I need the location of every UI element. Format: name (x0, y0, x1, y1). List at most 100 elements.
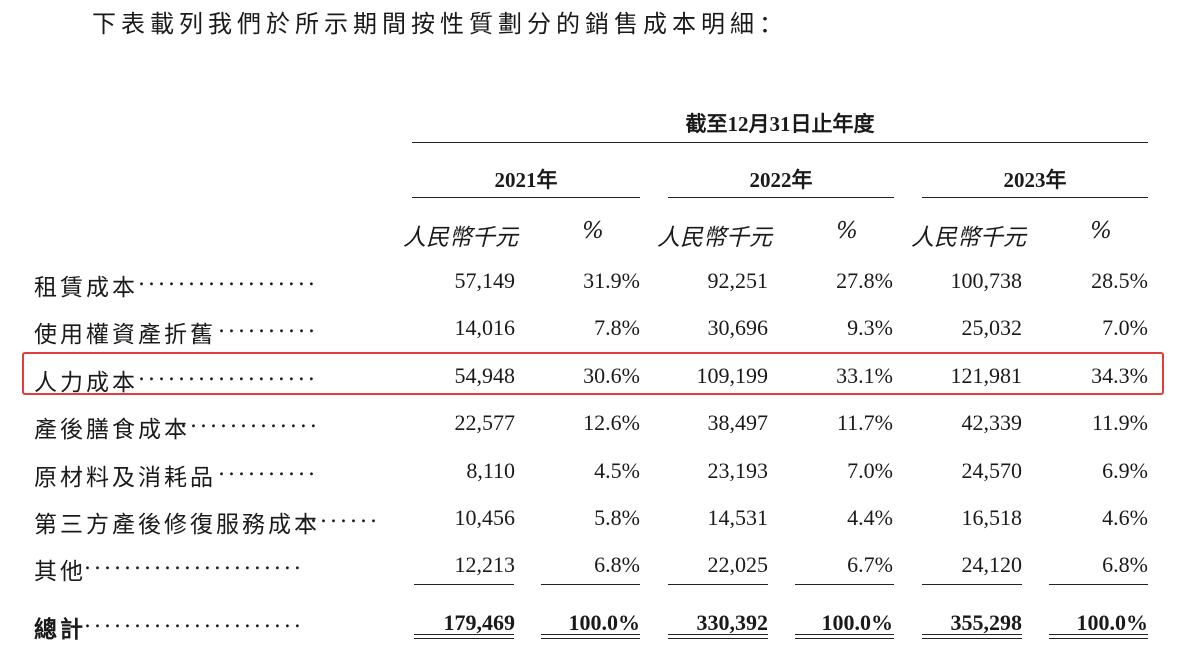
subtotal-rule (922, 584, 1022, 585)
cell-amount-2021: 12,213 (454, 552, 516, 577)
year-rule-2021 (412, 197, 640, 198)
unit-pct-2021: % (582, 218, 604, 244)
cell-amount-2022: 22,025 (707, 552, 769, 577)
period-header: 截至12月31日止年度 (685, 112, 875, 136)
unit-pct-2022: % (836, 218, 858, 244)
cell-amount-2022: 30,696 (707, 315, 769, 340)
cell-pct-2022: 6.7% (847, 552, 893, 577)
cell-pct-2022: 33.1% (836, 363, 893, 388)
cell-amount-2022: 109,199 (696, 363, 769, 388)
cell-pct-2021: 5.8% (594, 505, 640, 530)
total-amount-2023: 355,298 (950, 610, 1023, 635)
subtotal-rule (795, 584, 894, 585)
cell-amount-2022: 23,193 (707, 458, 769, 483)
table-row: 產後膳食成本 .............. 22,577 12.6% 38,49… (0, 402, 1189, 446)
cell-amount-2021: 8,110 (466, 458, 515, 483)
cell-amount-2022: 14,531 (707, 505, 769, 530)
row-label: 租賃成本 (34, 275, 138, 301)
cell-pct-2023: 34.3% (1091, 363, 1148, 388)
leader-dots: ...................... (84, 608, 304, 633)
cell-pct-2023: 6.9% (1102, 458, 1148, 483)
cell-pct-2023: 11.9% (1091, 410, 1148, 435)
year-header-2023: 2023年 (1003, 168, 1067, 192)
cell-pct-2021: 7.8% (594, 315, 640, 340)
cell-amount-2021: 54,948 (454, 363, 516, 388)
leader-dots: .................. (138, 266, 318, 291)
leader-dots: .......... (218, 313, 318, 338)
table-row: 使用權資產折舊 .......... 14,016 7.8% 30,696 9.… (0, 307, 1189, 351)
subtotal-rule (1049, 584, 1148, 585)
year-header-2021: 2021年 (494, 168, 558, 192)
row-label: 原材料及消耗品 (34, 465, 216, 491)
year-header-2022: 2022年 (749, 168, 813, 192)
total-pct-2023: 100.0% (1076, 610, 1149, 635)
cell-pct-2022: 27.8% (836, 268, 893, 293)
leader-dots: .......... (218, 456, 318, 481)
cell-pct-2022: 7.0% (847, 458, 893, 483)
leader-dots: .............. (180, 408, 320, 433)
subtotal-rule (541, 584, 640, 585)
leader-dots: ........ (300, 503, 380, 528)
total-double-rule (414, 634, 514, 639)
total-double-rule (668, 634, 768, 639)
table-row: 其他 ...................... 12,213 6.8% 22… (0, 544, 1189, 588)
period-rule (412, 142, 1148, 143)
total-double-rule (922, 634, 1022, 639)
cell-pct-2021: 12.6% (583, 410, 640, 435)
row-label: 使用權資產折舊 (34, 322, 216, 348)
cell-pct-2022: 4.4% (847, 505, 893, 530)
unit-pct-2023: % (1090, 218, 1112, 244)
table-row: 租賃成本 .................. 57,149 31.9% 92,… (0, 260, 1189, 304)
cell-amount-2021: 22,577 (454, 410, 516, 435)
cell-amount-2021: 57,149 (454, 268, 516, 293)
cell-pct-2022: 9.3% (847, 315, 893, 340)
cell-amount-2023: 100,738 (950, 268, 1023, 293)
cell-pct-2023: 7.0% (1102, 315, 1148, 340)
table-row: 人力成本 .................. 54,948 30.6% 109… (0, 355, 1189, 399)
total-row: 總計 ...................... 179,469 100.0%… (0, 602, 1189, 646)
intro-text: 下表載列我們於所示期間按性質劃分的銷售成本明細： (92, 10, 788, 38)
cell-amount-2022: 92,251 (707, 268, 769, 293)
subtotal-rule (414, 584, 514, 585)
highlight-box (22, 352, 1164, 395)
total-amount-2021: 179,469 (443, 610, 516, 635)
cell-pct-2023: 6.8% (1102, 552, 1148, 577)
row-label: 第三方產後修復服務成本 (34, 512, 320, 538)
unit-amount-2021: 人民幣千元 (403, 225, 518, 251)
cell-pct-2021: 4.5% (594, 458, 640, 483)
cell-pct-2023: 28.5% (1091, 268, 1148, 293)
subtotal-rule (668, 584, 768, 585)
cell-amount-2023: 24,570 (961, 458, 1023, 483)
row-label: 其他 (34, 559, 86, 585)
unit-amount-2022: 人民幣千元 (657, 225, 772, 251)
total-double-rule (795, 634, 894, 639)
table-row: 第三方產後修復服務成本 ........ 10,456 5.8% 14,531 … (0, 497, 1189, 541)
cell-amount-2021: 14,016 (454, 315, 516, 340)
total-double-rule (541, 634, 640, 639)
leader-dots: .................. (138, 361, 318, 386)
cell-amount-2022: 38,497 (707, 410, 769, 435)
leader-dots: ...................... (84, 550, 304, 575)
total-double-rule (1049, 634, 1148, 639)
year-rule-2023 (922, 197, 1148, 198)
cell-pct-2021: 31.9% (583, 268, 640, 293)
total-pct-2022: 100.0% (821, 610, 894, 635)
row-label: 人力成本 (34, 370, 138, 396)
cell-amount-2021: 10,456 (454, 505, 516, 530)
cell-pct-2021: 30.6% (583, 363, 640, 388)
unit-amount-2023: 人民幣千元 (911, 225, 1026, 251)
total-label: 總計 (34, 616, 86, 643)
table-row: 原材料及消耗品 .......... 8,110 4.5% 23,193 7.0… (0, 450, 1189, 494)
total-amount-2022: 330,392 (696, 610, 769, 635)
cell-amount-2023: 24,120 (961, 552, 1023, 577)
row-label: 產後膳食成本 (34, 417, 190, 443)
year-rule-2022 (668, 197, 894, 198)
total-pct-2021: 100.0% (568, 610, 641, 635)
cell-pct-2022: 11.7% (836, 410, 893, 435)
cell-amount-2023: 25,032 (961, 315, 1023, 340)
cell-amount-2023: 42,339 (961, 410, 1023, 435)
cell-amount-2023: 121,981 (950, 363, 1023, 388)
cell-pct-2023: 4.6% (1102, 505, 1148, 530)
cell-amount-2023: 16,518 (961, 505, 1023, 530)
cell-pct-2021: 6.8% (594, 552, 640, 577)
